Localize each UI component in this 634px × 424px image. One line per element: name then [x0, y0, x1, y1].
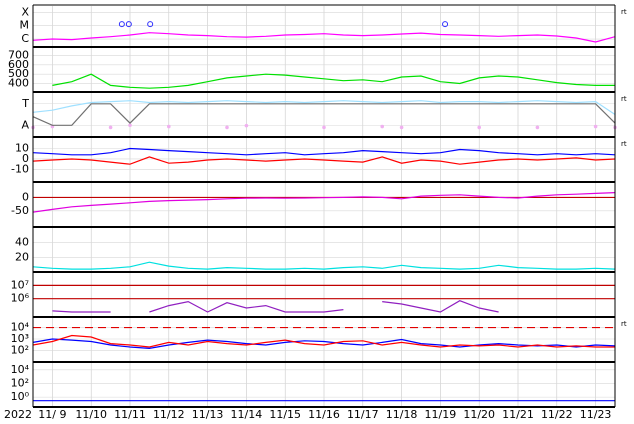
y-tick-label: T [21, 97, 29, 110]
y-tick-label: A [21, 118, 29, 131]
y-tick-label: 10² [11, 376, 29, 389]
x-tick-label: 11/12 [153, 408, 185, 421]
data-point [399, 125, 404, 130]
y-tick-label: 40 [15, 235, 29, 248]
y-tick-label: -10 [11, 162, 29, 175]
y-tick-label: 10³ [11, 332, 29, 345]
y-tick-label: 10⁴ [11, 363, 30, 376]
flare-event [125, 21, 132, 28]
y-tick-label: 500 [8, 67, 29, 80]
y-tick-label: 0 [22, 190, 29, 203]
series-line [32, 156, 616, 165]
flare-event [118, 21, 125, 28]
y-tick-label: X [21, 5, 29, 18]
x-tick-label: 11/10 [75, 408, 107, 421]
series-line [32, 261, 616, 270]
year-label: 2022 [4, 408, 32, 421]
data-point [128, 123, 132, 128]
panel-note: rt [621, 95, 627, 103]
series-line [32, 334, 615, 348]
data-point [225, 125, 229, 130]
flare-event [442, 21, 449, 28]
x-tick-label: 11/14 [231, 408, 263, 421]
y-tick-label: 10⁰ [11, 390, 30, 403]
x-tick-label: 11/18 [386, 408, 418, 421]
series-line [52, 73, 615, 89]
x-tick-label: 11/23 [580, 408, 612, 421]
x-tick-label: 11/ 9 [38, 408, 66, 421]
x-tick-label: 11/15 [269, 408, 301, 421]
series-line [32, 103, 616, 126]
panel-note: rt [621, 140, 627, 148]
x-tick-label: 11/17 [347, 408, 379, 421]
data-point [322, 125, 326, 130]
x-tick-label: 11/13 [192, 408, 224, 421]
y-tick-label: 10⁴ [11, 321, 30, 334]
y-tick-label: 10 [15, 141, 29, 154]
y-tick-label: 20 [15, 251, 29, 264]
data-point [167, 124, 171, 129]
x-tick-label: 11/11 [114, 408, 146, 421]
x-tick-label: 11/21 [502, 408, 534, 421]
y-tick-label: -50 [11, 204, 29, 217]
series-line [32, 32, 616, 43]
y-tick-label: C [21, 32, 29, 45]
data-point [477, 125, 482, 130]
y-tick-label: 700 [8, 48, 29, 61]
data-point [593, 124, 598, 129]
y-tick-label: 400 [8, 77, 29, 90]
y-tick-label: M [20, 19, 30, 32]
series-line [32, 147, 616, 156]
flare-event [147, 21, 154, 28]
data-point [380, 124, 385, 129]
y-tick-label: 10² [11, 343, 29, 356]
series-line [32, 338, 616, 350]
series-line [32, 100, 616, 115]
panel-note: rt [621, 320, 627, 328]
x-tick-label: 11/16 [308, 408, 340, 421]
data-point [108, 125, 113, 130]
y-tick-label: 10⁶ [11, 292, 30, 305]
y-tick-label: 10⁷ [11, 278, 29, 291]
x-tick-label: 11/20 [463, 408, 495, 421]
data-point [244, 123, 249, 128]
x-tick-label: 11/22 [541, 408, 573, 421]
x-tick-label: 11/19 [425, 408, 457, 421]
data-point [535, 125, 540, 130]
y-tick-label: 0 [22, 152, 29, 165]
series-line [32, 192, 616, 213]
y-tick-label: 600 [8, 58, 29, 71]
panel-note: rt [621, 8, 627, 16]
